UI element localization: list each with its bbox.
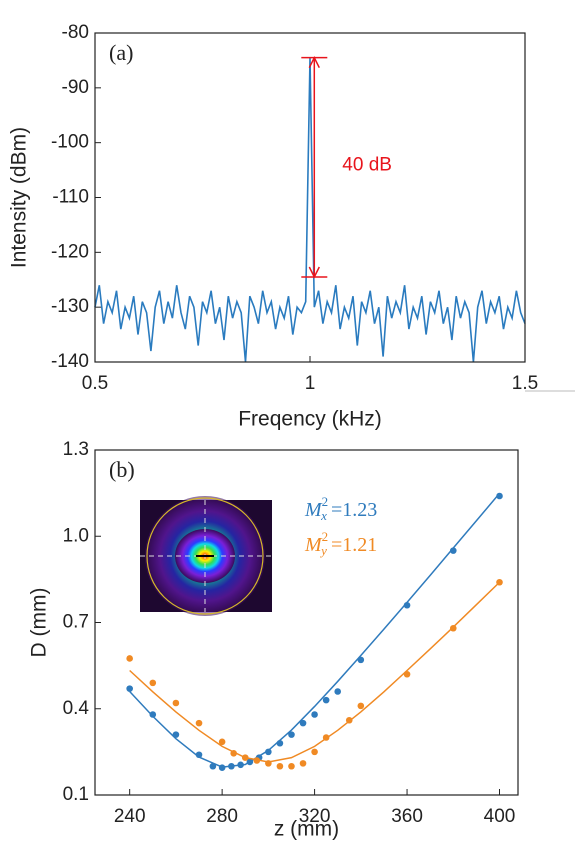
series-annotation: M2 x =1.23	[304, 494, 377, 523]
data-point	[265, 760, 272, 767]
data-point	[218, 738, 226, 746]
y-axis-label: Intensity (dBm)	[8, 127, 31, 268]
y-tick-label: -110	[52, 187, 89, 208]
y-tick-label: -120	[51, 241, 89, 262]
x-tick-label: 320	[299, 806, 331, 827]
data-point	[241, 754, 249, 761]
annotation-text: 40 dB	[342, 154, 392, 175]
y-tick-label: 0.1	[63, 784, 89, 805]
data-point	[334, 688, 342, 695]
data-point	[357, 702, 365, 710]
annotation-sub: y	[319, 543, 327, 558]
fit-curve	[129, 492, 501, 768]
y-tick-label: 0.4	[63, 698, 90, 719]
y-tick-label: -100	[51, 132, 89, 153]
data-point	[357, 656, 365, 664]
fit-curve	[129, 581, 501, 763]
y-tick-label: 1.0	[63, 525, 89, 546]
data-point	[237, 761, 244, 769]
data-point	[496, 492, 503, 500]
y-tick-label: -130	[51, 296, 89, 317]
data-point	[149, 711, 157, 718]
data-point	[276, 739, 284, 747]
data-point	[288, 762, 295, 770]
data-point	[322, 734, 330, 741]
data-point	[246, 758, 254, 766]
data-point	[322, 696, 330, 704]
data-point	[218, 764, 226, 771]
annotation-value: =1.23	[331, 499, 377, 521]
data-point	[311, 748, 318, 756]
x-tick-label: 1.5	[512, 373, 538, 394]
beam-inset	[140, 496, 272, 616]
annotation-head	[308, 55, 320, 69]
data-point	[276, 762, 284, 770]
x-tick-label: 360	[391, 806, 423, 827]
data-point	[496, 578, 503, 586]
y-tick-label: -140	[51, 351, 89, 372]
annotation-sup: 2	[322, 494, 329, 509]
panel-label: (b)	[109, 457, 135, 482]
data-point	[195, 751, 203, 759]
data-point	[311, 711, 318, 718]
annotation-symbol: M	[304, 534, 323, 556]
data-point	[228, 762, 235, 770]
x-axis-label: Freqency (kHz)	[238, 408, 382, 431]
data-point	[288, 731, 295, 738]
data-point	[403, 601, 411, 609]
data-point	[265, 748, 272, 756]
panel-label: (a)	[109, 40, 133, 65]
data-point	[403, 670, 411, 678]
y-axis-label: D (mm)	[28, 588, 51, 658]
data-point	[195, 719, 203, 727]
data-point	[449, 547, 457, 554]
x-tick-label: 0.5	[82, 373, 108, 394]
data-point	[149, 679, 157, 687]
annotation-head	[308, 266, 320, 279]
y-tick-label: 0.7	[63, 612, 89, 633]
data-point	[449, 624, 457, 632]
annotation-sup: 2	[322, 529, 329, 544]
x-axis-label: z (mm)	[274, 818, 339, 841]
data-point	[253, 757, 261, 764]
annotation-sub: x	[320, 508, 327, 523]
y-tick-label: 1.3	[63, 439, 89, 460]
data-point	[172, 731, 180, 738]
x-tick-label: 240	[114, 806, 146, 827]
plot-frame	[94, 449, 519, 796]
annotation-symbol: M	[304, 499, 323, 521]
plot-frame	[94, 32, 526, 363]
data-point	[299, 760, 307, 767]
data-point	[345, 716, 353, 724]
data-point	[230, 750, 237, 757]
data-point	[172, 699, 180, 707]
data-point	[209, 762, 217, 770]
annotation-value: =1.21	[331, 534, 377, 556]
y-tick-label: -80	[62, 22, 89, 43]
series-annotation: M2 y =1.21	[304, 529, 377, 558]
x-tick-label: 400	[484, 806, 516, 827]
data-point	[126, 685, 133, 692]
y-tick-label: -90	[62, 77, 89, 98]
data-point	[299, 719, 307, 727]
x-tick-label: 1	[305, 373, 316, 394]
data-point	[126, 655, 133, 662]
x-tick-label: 280	[206, 806, 238, 827]
